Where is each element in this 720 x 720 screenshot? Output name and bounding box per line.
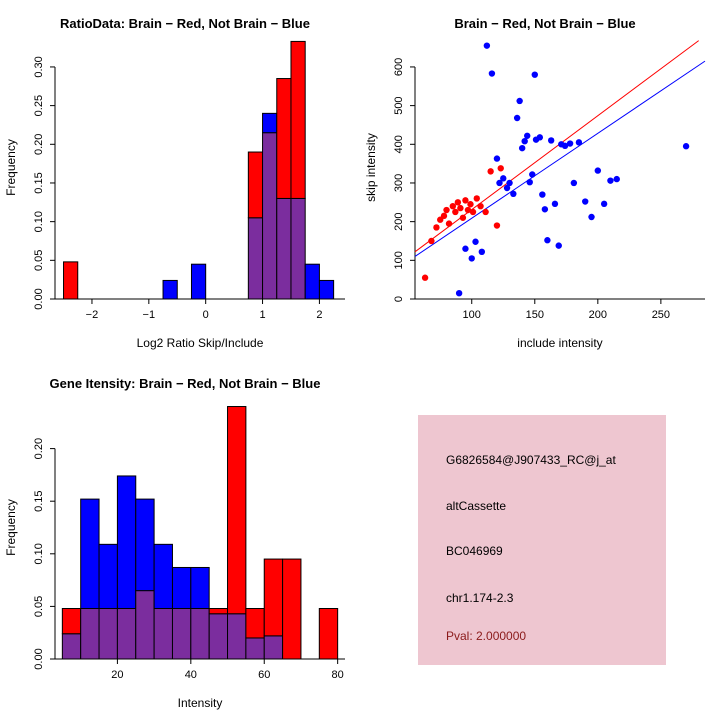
svg-text:0.20: 0.20 xyxy=(33,134,45,155)
gene-histogram-panel: Gene Itensity: Brain − Red, Not Brain − … xyxy=(0,360,360,720)
ratio-histogram-chart: −2 −1 0 1 2 0.00 0.05 0.10 0.15 0.20 0.25 0.30 Log2 … xyxy=(4,40,345,350)
svg-text:0.15: 0.15 xyxy=(33,490,45,511)
svg-text:2: 2 xyxy=(316,309,322,321)
probe-id-text: G6826584@J907433_RC@j_at xyxy=(446,453,616,467)
svg-text:0.10: 0.10 xyxy=(33,543,45,564)
gene-histogram-title: Gene Itensity: Brain − Red, Not Brain − … xyxy=(49,376,321,391)
gene-info-box: G6826584@J907433_RC@j_at altCassette BC0… xyxy=(418,415,666,665)
svg-text:1: 1 xyxy=(259,309,265,321)
intensity-scatter-title: Brain − Red, Not Brain − Blue xyxy=(454,16,636,31)
svg-text:600: 600 xyxy=(393,58,405,76)
svg-text:80: 80 xyxy=(332,669,344,681)
intensity-scatter-chart: 100 150 200 250 0 100 200 300 400 500 600 include i… xyxy=(364,40,706,350)
svg-text:0.15: 0.15 xyxy=(33,172,45,193)
pvalue-text: Pval: 2.000000 xyxy=(446,629,527,643)
svg-text:0.10: 0.10 xyxy=(33,211,45,232)
svg-text:−1: −1 xyxy=(143,309,156,321)
chromosome-location-text: chr1.174-2.3 xyxy=(446,591,514,605)
intensity-scatter-panel: Brain − Red, Not Brain − Blue 100 150 200 2… xyxy=(360,0,720,360)
svg-text:0: 0 xyxy=(393,296,405,302)
splice-type-text: altCassette xyxy=(446,499,507,513)
accession-text: BC046969 xyxy=(446,544,503,558)
svg-text:200: 200 xyxy=(393,212,405,230)
svg-text:200: 200 xyxy=(589,309,607,321)
gene-info-panel: G6826584@J907433_RC@j_at altCassette BC0… xyxy=(360,360,720,720)
svg-text:0.20: 0.20 xyxy=(33,438,45,459)
svg-text:150: 150 xyxy=(526,309,544,321)
svg-text:100: 100 xyxy=(393,251,405,269)
svg-text:0.00: 0.00 xyxy=(33,288,45,309)
svg-text:500: 500 xyxy=(393,96,405,114)
svg-text:0: 0 xyxy=(203,309,209,321)
svg-text:−2: −2 xyxy=(86,309,99,321)
svg-text:Intensity: Intensity xyxy=(178,696,223,710)
svg-text:0.05: 0.05 xyxy=(33,596,45,617)
svg-text:Log2 Ratio Skip/Include: Log2 Ratio Skip/Include xyxy=(137,336,264,350)
svg-text:Frequency: Frequency xyxy=(4,139,18,196)
svg-text:400: 400 xyxy=(393,135,405,153)
svg-text:Frequency: Frequency xyxy=(4,499,18,556)
svg-text:0.00: 0.00 xyxy=(33,648,45,669)
svg-text:20: 20 xyxy=(111,669,123,681)
ratio-histogram-panel: RatioData: Brain − Red, Not Brain − Blue… xyxy=(0,0,360,360)
ratio-histogram-title: RatioData: Brain − Red, Not Brain − Blue xyxy=(60,16,310,31)
svg-text:skip intensity: skip intensity xyxy=(364,133,378,202)
svg-text:0.25: 0.25 xyxy=(33,95,45,116)
svg-text:40: 40 xyxy=(185,669,197,681)
svg-text:60: 60 xyxy=(258,669,270,681)
svg-text:0.05: 0.05 xyxy=(33,250,45,271)
svg-text:0.30: 0.30 xyxy=(33,56,45,77)
svg-text:300: 300 xyxy=(393,174,405,192)
gene-histogram-chart: 20 40 60 80 0.00 0.05 0.10 0.15 0.20 Intensity Fre… xyxy=(4,406,345,710)
svg-text:250: 250 xyxy=(652,309,670,321)
svg-text:include intensity: include intensity xyxy=(517,336,602,350)
svg-text:100: 100 xyxy=(463,309,481,321)
